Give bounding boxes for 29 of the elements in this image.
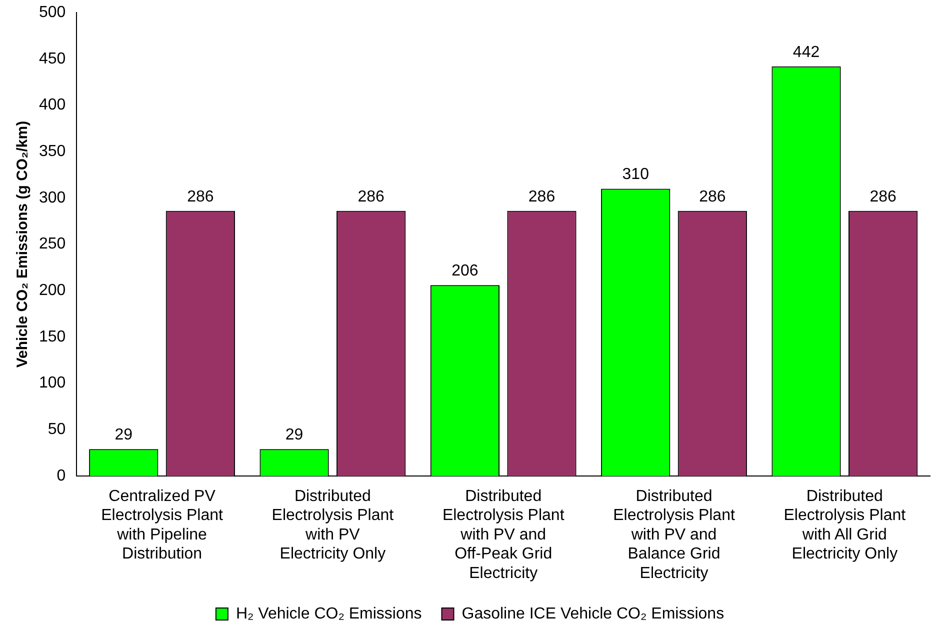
y-tick-label: 400 <box>38 96 66 114</box>
data-label: 29 <box>114 426 133 444</box>
data-label: 206 <box>452 262 478 280</box>
x-tick-label: Centralized PV Electrolysis Plant with Pipeline Distribution <box>101 488 224 563</box>
data-label: 442 <box>792 44 820 61</box>
y-axis-title: Vehicle CO₂ Emissions (g CO₂/km) <box>14 120 32 368</box>
data-label: 286 <box>528 188 556 206</box>
y-tick-label: 100 <box>38 374 66 392</box>
legend-label: Gasoline ICE Vehicle CO₂ Emissions <box>462 605 724 622</box>
data-label: 286 <box>699 188 726 206</box>
data-label: 286 <box>187 188 214 206</box>
y-tick-label: 250 <box>38 236 66 253</box>
y-tick-label: 450 <box>38 50 66 68</box>
data-label: 310 <box>622 166 650 184</box>
y-tick-label: 300 <box>38 189 66 206</box>
y-tick-label: 150 <box>38 328 66 346</box>
data-label: 29 <box>285 426 304 444</box>
x-tick-label: Distributed Electrolysis Plant with All Grid Electricity Only <box>784 488 906 563</box>
data-label: 286 <box>870 188 897 206</box>
y-tick-label: 500 <box>38 4 66 22</box>
x-tick-label: Distributed Electrolysis Plant with PV Electricity Only <box>272 488 394 563</box>
x-tick-label: Distributed Electrolysis Plant with PV and Balance Grid Electricity <box>613 488 736 582</box>
x-tick-label: Distributed Electrolysis Plant with PV and Off-Peak Grid Electricity <box>442 488 565 582</box>
legend-label: H₂ Vehicle CO₂ Emissions <box>236 605 422 622</box>
y-tick-label: 50 <box>48 421 66 438</box>
y-tick-label: 350 <box>38 143 66 160</box>
y-tick-label: 200 <box>38 282 66 300</box>
data-label: 286 <box>358 188 385 206</box>
y-tick-label: 0 <box>56 467 66 484</box>
